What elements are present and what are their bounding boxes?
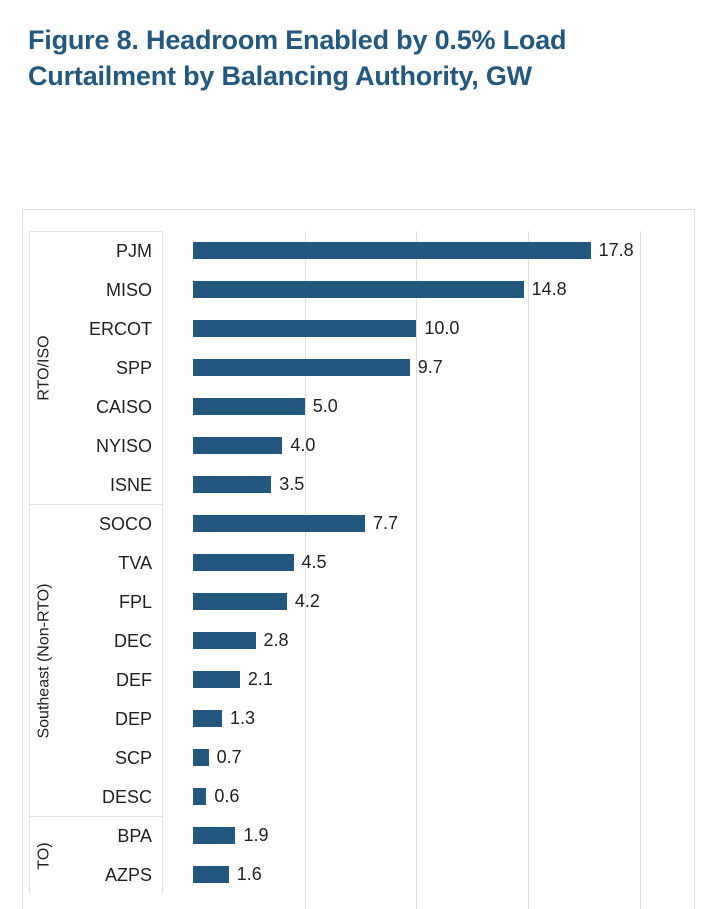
- bar-value-azps: 1.6: [236, 864, 262, 884]
- bar-value-isne: 3.5: [279, 474, 305, 494]
- bar-value-miso: 14.8: [531, 279, 567, 299]
- category-label-dec: DEC: [113, 631, 152, 651]
- group-axis-label: Southeast (Non-RTO): [32, 505, 58, 816]
- bar-pjm[interactable]: [193, 242, 591, 259]
- bar-dec[interactable]: [193, 632, 256, 649]
- bar-soco[interactable]: [193, 515, 366, 532]
- bar-value-nyiso: 4.0: [290, 435, 316, 455]
- category-label-fpl: FPL: [118, 592, 152, 612]
- page-title: Figure 8. Headroom Enabled by 0.5% Load …: [28, 25, 567, 91]
- category-group-1: RTO/ISO PJM MISO ERCOT SPP CAISO NYISO ISNE: [29, 231, 163, 504]
- category-label-dep: DEP: [114, 709, 152, 729]
- bar-value-caiso: 5.0: [312, 396, 338, 416]
- bar-def[interactable]: [193, 671, 240, 688]
- bar-fpl[interactable]: [193, 593, 287, 610]
- bar-value-bpa: 1.9: [243, 825, 269, 845]
- group-axis-label-text: Southeast (Non-RTO): [36, 582, 53, 739]
- chart-frame: 17.8 14.8 10.0 9.7 5.0 4.0 3.5 7.7 4.5 4.2 2.8 2.1 1…: [22, 209, 695, 909]
- category-label-tva: TVA: [118, 553, 152, 573]
- category-group-3: TO) BPA AZPS: [29, 816, 163, 894]
- bar-value-scp: 0.7: [216, 747, 242, 767]
- category-label-miso: MISO: [105, 280, 152, 300]
- category-label-caiso: CAISO: [95, 397, 152, 417]
- category-label-nyiso: NYISO: [95, 436, 152, 456]
- plot-area: 17.8 14.8 10.0 9.7 5.0 4.0 3.5 7.7 4.5 4.2 2.8 2.1 1…: [193, 210, 694, 909]
- bar-ercot[interactable]: [193, 320, 417, 337]
- group-axis-label-text: RTO/ISO: [36, 335, 54, 401]
- bar-miso[interactable]: [193, 281, 524, 298]
- category-label-bpa: BPA: [117, 826, 152, 846]
- category-label-scp: SCP: [114, 748, 152, 768]
- gridline-10: [416, 231, 418, 909]
- category-label-azps: AZPS: [104, 865, 152, 885]
- bar-dep[interactable]: [193, 710, 223, 727]
- category-label-desc: DESC: [101, 787, 152, 807]
- gridline-20: [639, 231, 641, 909]
- bar-value-dep: 1.3: [230, 708, 256, 728]
- bar-value-ercot: 10.0: [424, 318, 460, 338]
- category-label-def: DEF: [116, 670, 152, 690]
- gridline-5: [304, 231, 306, 909]
- category-label-soco: SOCO: [98, 514, 152, 534]
- group-axis-label-text: TO): [36, 841, 54, 870]
- gridline-15: [528, 231, 530, 909]
- bar-scp[interactable]: [193, 749, 209, 766]
- category-label-spp: SPP: [115, 358, 152, 378]
- bar-value-pjm: 17.8: [598, 240, 634, 260]
- bar-value-spp: 9.7: [417, 357, 443, 377]
- group-axis-label: RTO/ISO: [32, 232, 58, 504]
- bar-spp[interactable]: [193, 359, 410, 376]
- category-label-ercot: ERCOT: [89, 319, 152, 339]
- bar-bpa[interactable]: [193, 827, 236, 844]
- bar-value-desc: 0.6: [214, 786, 240, 806]
- bar-tva[interactable]: [193, 554, 294, 571]
- bar-value-dec: 2.8: [263, 630, 289, 650]
- bar-value-soco: 7.7: [373, 513, 399, 533]
- bar-desc[interactable]: [193, 788, 207, 805]
- category-label-isne: ISNE: [109, 475, 152, 495]
- category-label-pjm: PJM: [116, 241, 152, 261]
- bar-nyiso[interactable]: [193, 437, 283, 454]
- bar-value-def: 2.1: [247, 669, 273, 689]
- group-axis-label: TO): [32, 817, 58, 894]
- bar-isne[interactable]: [193, 476, 272, 493]
- category-group-2: Southeast (Non-RTO) SOCO TVA FPL DEC DEF DEP SC…: [29, 504, 163, 816]
- bar-azps[interactable]: [193, 866, 229, 883]
- bar-value-tva: 4.5: [301, 552, 327, 572]
- bar-caiso[interactable]: [193, 398, 305, 415]
- bar-value-fpl: 4.2: [294, 591, 320, 611]
